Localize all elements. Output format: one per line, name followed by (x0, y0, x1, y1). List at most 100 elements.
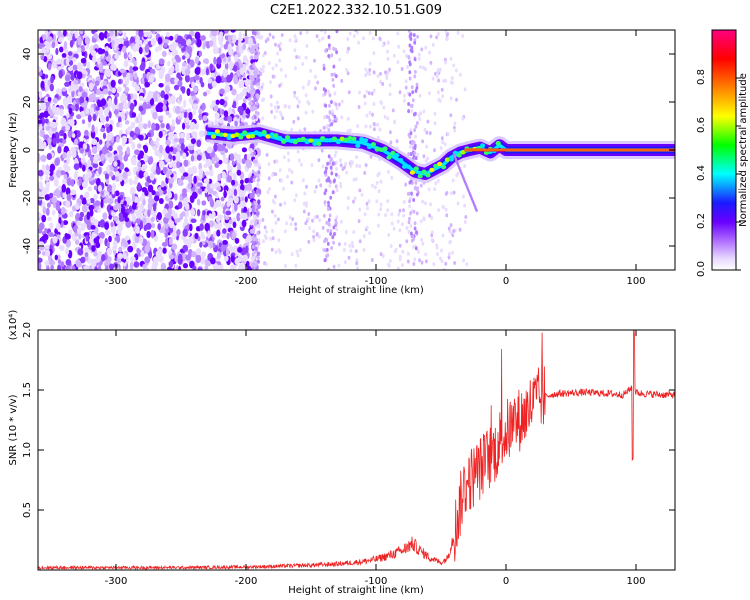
spectrogram-cell (327, 89, 330, 94)
spectrogram-cell (409, 37, 413, 41)
spectrogram-cell (183, 99, 187, 108)
spectrogram-cell (304, 110, 308, 115)
spectrogram-cell (51, 210, 56, 216)
spectrogram-cell (327, 46, 331, 51)
spectrogram-cell (164, 232, 169, 238)
spectrogram-cell (166, 266, 172, 270)
spectrogram-cell (84, 129, 89, 137)
spectrogram-cell (204, 188, 208, 194)
spectrogram-cell (371, 183, 374, 188)
spectrogram-cell (408, 62, 412, 67)
spectrogram-cell (356, 266, 359, 270)
spectrogram-cell (123, 241, 129, 248)
spectrogram-cell (82, 143, 88, 150)
spectrogram-cell (81, 51, 86, 57)
spectrogram-cell (334, 150, 338, 155)
spectrogram-cell (80, 45, 85, 54)
spectrogram-cell (256, 147, 260, 152)
ridge-peak (281, 139, 287, 144)
spectrogram-cell (372, 88, 376, 93)
spectrogram-cell (270, 109, 273, 114)
spectrogram-cell (73, 163, 80, 171)
spectrogram-cell (246, 234, 253, 243)
spectrogram-cell (256, 74, 260, 79)
spectrogram-cell (255, 101, 259, 106)
spectrogram-cell (185, 254, 191, 261)
spectrogram-cell (402, 200, 406, 204)
spectrogram-cell (76, 71, 83, 80)
spectrogram-cell (277, 238, 281, 243)
spectrogram-cell (406, 251, 410, 256)
spectrogram-cell (107, 37, 112, 43)
spectrogram-cell (218, 47, 222, 54)
spectrogram-cell (413, 221, 417, 226)
spectrogram-cell (121, 135, 128, 144)
ridge-peak (288, 138, 295, 144)
spectrogram-cell (194, 123, 199, 130)
spectrogram-cell (183, 263, 188, 269)
spectrogram-cell (220, 244, 226, 252)
spectrogram-cell (312, 234, 315, 239)
spectrogram-cell (138, 47, 143, 55)
spectrogram-cell (367, 199, 371, 204)
spectrogram-cell (339, 163, 343, 168)
spectrogram-cell (295, 96, 299, 101)
spectrogram-cell (57, 254, 61, 261)
spectrogram-cell (305, 30, 309, 35)
spectrogram-cell (232, 172, 237, 181)
spectrogram-cell (52, 236, 58, 244)
spectrogram-cell (88, 82, 94, 91)
spectrogram-cell (345, 170, 349, 175)
spectrogram-cell (323, 239, 326, 244)
spectrogram-cell (305, 201, 308, 206)
spectrogram-cell (426, 156, 429, 161)
spectrogram-cell (415, 211, 419, 216)
spectrogram-cell (294, 263, 298, 268)
spectrogram-cell (331, 235, 335, 240)
spectrogram-cell (44, 260, 50, 266)
spectrogram-cell (224, 30, 229, 34)
spectrogram-cell (426, 119, 430, 124)
spectrogram-cell (398, 90, 402, 95)
spectrogram-cell (349, 248, 353, 253)
spectrogram-cell (293, 34, 297, 39)
spectrogram-cell (444, 30, 448, 34)
spectrogram-cell (172, 231, 177, 240)
spectrogram-cell (67, 66, 74, 72)
spectrogram-cell (128, 205, 133, 213)
spectrogram-cell (85, 108, 90, 114)
spectrogram-cell (198, 50, 203, 57)
spectrogram-cell (227, 34, 232, 43)
spectrogram-cell (253, 95, 257, 100)
spectrogram-cell (162, 104, 167, 112)
spectrogram-cell (340, 78, 344, 83)
spectrogram-cell (148, 250, 153, 259)
spectrogram-cell (408, 76, 412, 81)
spectrogram-cell (239, 196, 245, 201)
ridge-tail (466, 186, 469, 189)
spectrogram-cell (409, 179, 413, 184)
spectrogram-cell (105, 195, 109, 202)
spectrogram-cell (223, 43, 228, 50)
spectrogram-cell (250, 254, 256, 262)
spectrogram-cell (428, 50, 431, 55)
spectrogram-cell (463, 203, 466, 208)
spectrogram-cell (273, 105, 277, 110)
spectrogram-cell (100, 98, 107, 107)
spectrogram-cell (117, 223, 123, 228)
spectrogram-cell (372, 102, 376, 107)
spectrogram-cell (295, 55, 298, 59)
spectrogram-cell (362, 234, 366, 239)
spectrogram-cell (409, 128, 413, 133)
spectrogram-y-label: Frequency (Hz) (8, 112, 19, 188)
spectrogram-cell (274, 42, 277, 47)
spectrogram-cell (363, 212, 367, 217)
spectrogram-cell (128, 178, 133, 186)
spectrogram-cell (189, 237, 194, 245)
spectrogram-cell (144, 181, 150, 187)
spectrogram-cell (130, 121, 136, 129)
ridge-peak (402, 164, 408, 169)
spectrogram-cell (407, 102, 410, 106)
spectrogram-cell (243, 206, 248, 213)
spectrogram-cell (90, 50, 97, 57)
